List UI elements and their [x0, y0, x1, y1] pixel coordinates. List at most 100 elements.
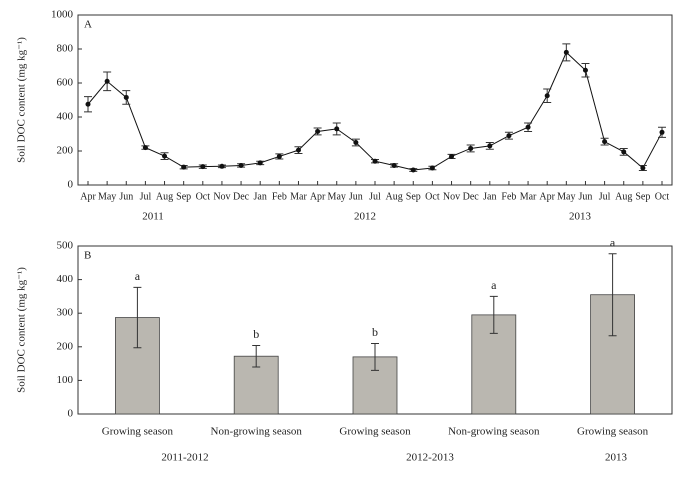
x-tick-label: Feb: [501, 191, 516, 202]
point: [219, 163, 225, 169]
point: [544, 93, 550, 99]
point: [640, 165, 646, 171]
x-group-label: 2012: [354, 211, 376, 223]
significance-letter: b: [372, 325, 378, 339]
x-tick-label: Mar: [520, 191, 537, 202]
y-tick-label: 200: [57, 145, 74, 157]
x-tick-label: May: [557, 191, 575, 202]
x-tick-label: Mar: [290, 191, 307, 202]
x-group-label: 2013: [605, 452, 628, 464]
significance-letter: a: [135, 269, 141, 283]
error-bar: [133, 286, 142, 349]
x-group-label: 2011-2012: [161, 452, 208, 464]
x-tick-label: Feb: [272, 191, 287, 202]
x-tick-label: Jul: [140, 191, 152, 202]
point: [621, 149, 627, 155]
point: [276, 153, 282, 159]
y-tick-label: 600: [57, 77, 74, 89]
x-tick-label: Non-growing season: [448, 426, 540, 438]
y-tick-label: 1000: [51, 9, 74, 21]
x-tick-label: Oct: [655, 191, 670, 202]
x-tick-label: Growing season: [577, 426, 649, 438]
y-tick-label: 300: [57, 307, 74, 319]
point: [181, 164, 187, 170]
point: [487, 143, 493, 149]
point: [506, 133, 512, 139]
x-tick-label: Nov: [443, 191, 460, 202]
x-tick-label: Sep: [176, 191, 191, 202]
x-tick-label: May: [98, 191, 116, 202]
point: [429, 165, 435, 171]
x-tick-label: Oct: [196, 191, 211, 202]
x-tick-label: Aug: [156, 191, 173, 202]
panel-label: A: [84, 19, 92, 31]
point: [353, 140, 359, 145]
point: [582, 67, 588, 73]
point: [200, 164, 206, 170]
error-bar: [489, 295, 498, 334]
x-tick-label: Jun: [349, 191, 363, 202]
error-bar: [608, 253, 617, 337]
x-tick-label: Jan: [483, 191, 496, 202]
point: [334, 126, 340, 132]
x-group-label: 2013: [569, 211, 592, 223]
x-tick-label: May: [328, 191, 346, 202]
significance-letter: a: [491, 278, 497, 292]
point: [563, 49, 569, 55]
x-tick-label: Aug: [386, 191, 403, 202]
point: [85, 101, 91, 107]
x-tick-label: Jul: [369, 191, 381, 202]
y-axis-label: Soil DOC content (mg kg⁻¹): [16, 267, 28, 393]
line: [87, 51, 663, 171]
x-tick-label: Jul: [599, 191, 611, 202]
y-tick-label: 500: [57, 240, 74, 252]
point: [372, 158, 378, 164]
x-tick-label: Sep: [635, 191, 650, 202]
panel-label: B: [84, 250, 91, 262]
point: [410, 167, 416, 173]
point: [315, 128, 321, 134]
x-tick-label: Jun: [119, 191, 133, 202]
y-axis-label: Soil DOC content (mg kg⁻¹): [16, 37, 28, 163]
x-tick-label: Non-growing season: [211, 426, 303, 438]
x-tick-label: Apr: [539, 191, 555, 202]
point: [257, 160, 263, 166]
x-tick-label: Dec: [463, 191, 480, 202]
y-tick-label: 100: [57, 374, 74, 386]
y-tick-label: 200: [57, 340, 74, 352]
error-bar: [252, 344, 261, 368]
point: [238, 162, 244, 168]
x-tick-label: Jan: [254, 191, 267, 202]
y-tick-label: 400: [57, 111, 74, 123]
x-tick-label: Apr: [310, 191, 326, 202]
point: [468, 145, 474, 151]
x-tick-label: Growing season: [102, 426, 174, 438]
point: [525, 124, 531, 130]
point: [295, 147, 301, 153]
x-tick-label: Nov: [213, 191, 230, 202]
y-tick-label: 0: [68, 408, 74, 420]
x-group-label: 2012-2013: [406, 452, 454, 464]
point: [659, 129, 665, 135]
x-tick-label: Jun: [579, 191, 593, 202]
point: [104, 78, 110, 84]
y-tick-label: 0: [68, 179, 74, 191]
x-tick-label: Aug: [615, 191, 632, 202]
y-tick-label: 400: [57, 273, 74, 285]
x-group-label: 2011: [142, 211, 164, 223]
x-tick-label: Oct: [425, 191, 440, 202]
error-bar: [371, 342, 379, 371]
point: [449, 153, 455, 159]
significance-letter: a: [610, 235, 616, 249]
x-tick-label: Dec: [233, 191, 250, 202]
x-tick-label: Sep: [406, 191, 421, 202]
point: [162, 153, 168, 159]
x-tick-label: Growing season: [339, 426, 411, 438]
point: [123, 94, 129, 100]
x-tick-label: Apr: [80, 191, 96, 202]
point: [391, 162, 397, 168]
y-tick-label: 800: [57, 43, 74, 55]
point: [142, 145, 148, 151]
significance-letter: b: [253, 327, 259, 341]
point: [602, 139, 608, 145]
